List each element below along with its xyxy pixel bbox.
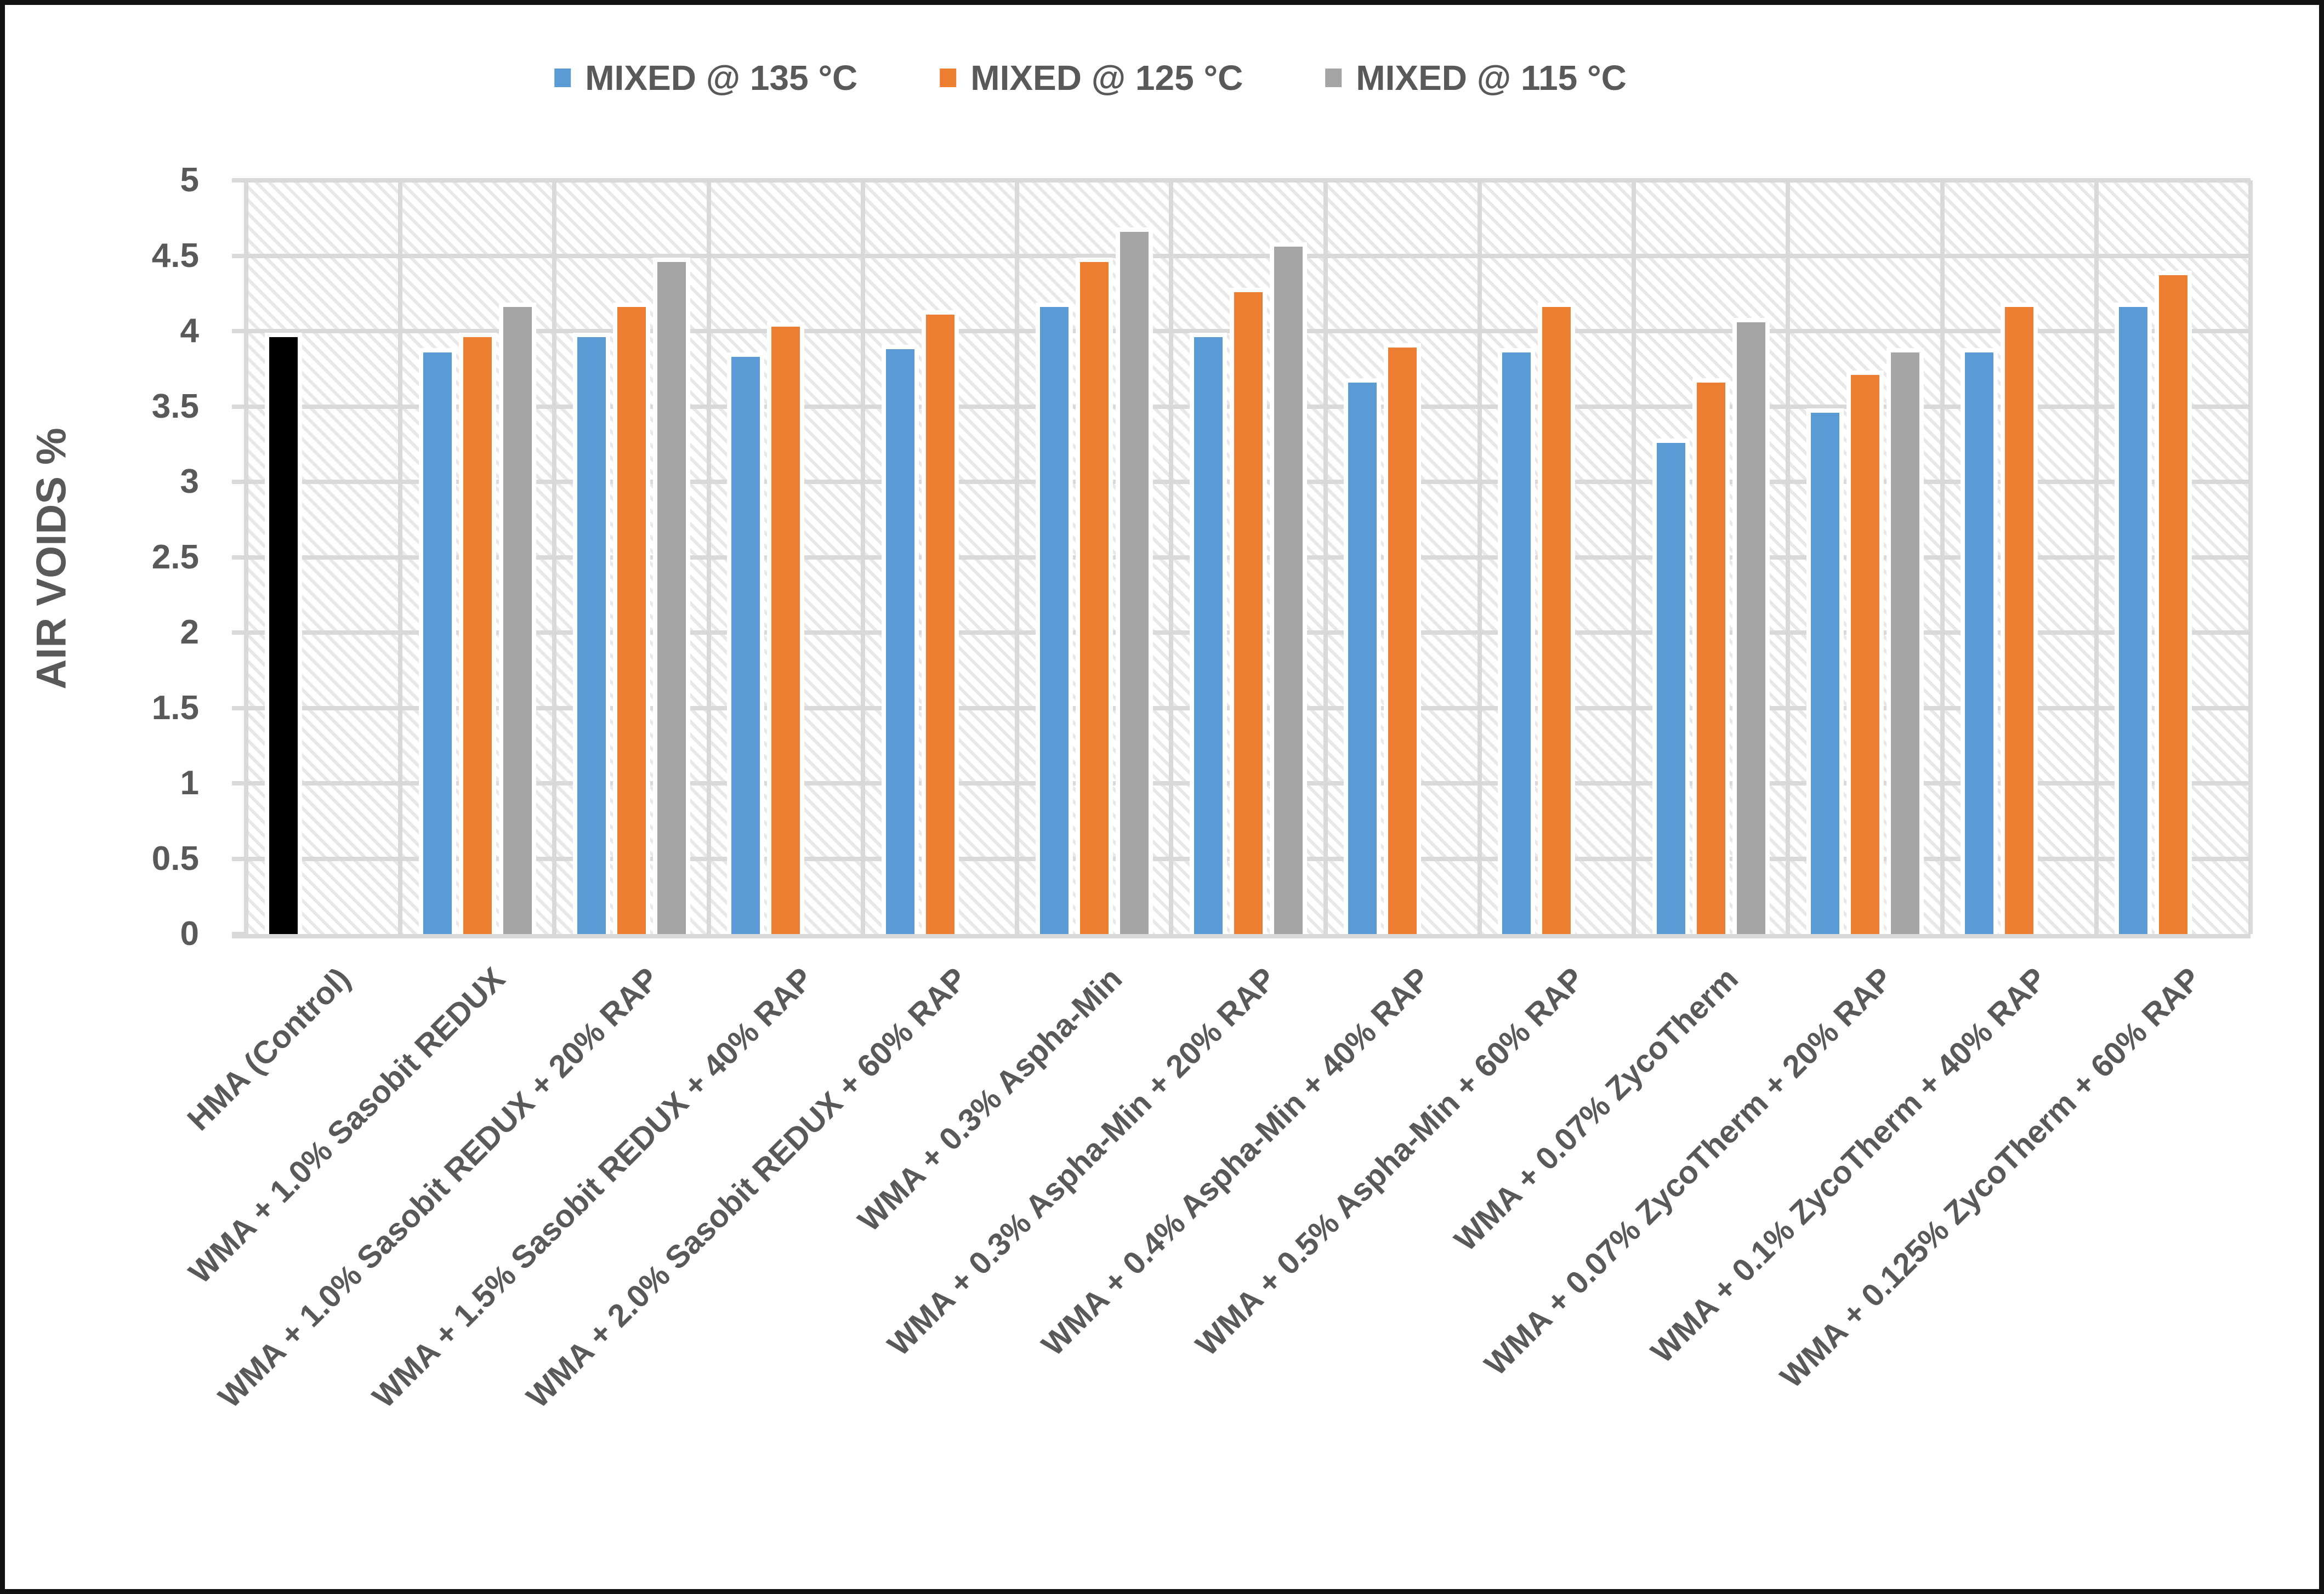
y-axis-tick-label: 2 [180,613,199,651]
y-axis-tick [232,781,246,785]
legend-swatch-icon [940,69,957,87]
y-axis-line [244,180,248,934]
bar-s1-c2 [613,303,650,934]
bar-s2-c1 [499,303,536,934]
legend-swatch-icon [554,69,571,87]
v-gridline [1169,180,1173,934]
y-axis-tick [232,329,246,333]
h-gridline [246,178,2251,183]
v-gridline [398,180,402,934]
bar-s0-c7 [1344,378,1381,935]
y-axis-tick [232,706,246,710]
v-gridline [552,180,556,934]
bar-s0-c12 [2115,303,2152,934]
bar-s1-c7 [1384,343,1421,934]
y-axis-tick-label: 1.5 [151,689,199,727]
bar-s2-c10 [1887,348,1924,935]
y-axis-tick [232,630,246,635]
bar-s0-c0 [265,333,302,934]
y-axis-tick [232,178,246,183]
v-gridline [707,180,711,934]
v-gridline [1015,180,1019,934]
bar-s1-c12 [2155,271,2192,934]
bar-s0-c1 [419,348,456,935]
bar-s2-c6 [1270,242,1307,934]
x-axis-line [232,934,2251,938]
h-gridline [246,254,2251,258]
y-axis-tick [232,857,246,861]
y-axis-tick [232,405,246,409]
y-axis-tick-label: 4.5 [151,237,199,275]
bar-s0-c4 [882,345,919,934]
legend-label: MIXED @ 115 °C [1356,58,1627,98]
bar-s1-c1 [459,333,496,934]
bar-s0-c10 [1806,408,1844,935]
legend-swatch-icon [1325,69,1342,87]
y-axis-tick-label: 3.5 [151,388,199,425]
bar-s2-c9 [1732,318,1770,935]
legend-label: MIXED @ 125 °C [970,58,1243,98]
x-axis-label: HMA (Control) [180,960,357,1138]
legend-label: MIXED @ 135 °C [585,58,858,98]
bar-s1-c4 [922,310,959,934]
v-gridline [2094,180,2099,934]
v-gridline [1478,180,1482,934]
bar-s1-c3 [767,322,804,934]
legend: MIXED @ 135 °C MIXED @ 125 °C MIXED @ 115 … [554,58,1627,98]
v-gridline [1323,180,1328,934]
bar-s0-c8 [1498,348,1535,935]
v-gridline [2248,180,2253,934]
y-axis-tick-label: 4 [180,312,199,350]
bar-s1-c10 [1846,371,1884,934]
y-axis-tick [232,254,246,258]
bar-s1-c8 [1538,303,1575,934]
bar-s2-c2 [653,258,690,935]
y-axis-tick-label: 5 [180,161,199,199]
bar-s0-c11 [1961,348,1998,935]
bar-s1-c6 [1230,288,1267,935]
legend-item: MIXED @ 115 °C [1325,58,1627,98]
v-gridline [861,180,865,934]
legend-item: MIXED @ 135 °C [554,58,857,98]
bar-s0-c9 [1652,439,1690,934]
legend-item: MIXED @ 125 °C [940,58,1243,98]
x-axis-label: WMA + 1.0% Sasobit REDUX [182,960,512,1291]
v-gridline [1786,180,1790,934]
y-axis-tick [232,555,246,560]
v-gridline [1632,180,1636,934]
bar-s1-c9 [1692,378,1730,935]
bar-s2-c5 [1116,227,1153,935]
bar-s0-c2 [573,333,610,934]
x-axis-label: WMA + 0.07% ZycoTherm [1447,960,1745,1259]
bar-s0-c6 [1190,333,1227,934]
y-axis-title: AIR VOIDS % [28,428,75,690]
bar-s1-c5 [1076,258,1113,935]
y-axis-tick-label: 0.5 [151,840,199,878]
bar-s1-c11 [2001,303,2038,934]
y-axis-tick-label: 3 [180,463,199,500]
bar-s0-c5 [1036,303,1073,934]
v-gridline [1940,180,1945,934]
bar-s0-c3 [727,352,764,934]
y-axis-tick [232,480,246,484]
y-axis-tick-label: 2.5 [151,538,199,576]
y-axis-tick-label: 1 [180,764,199,802]
x-axis-label: WMA + 0.3% Aspha-Min [851,960,1129,1239]
y-axis-tick-label: 0 [180,915,199,953]
